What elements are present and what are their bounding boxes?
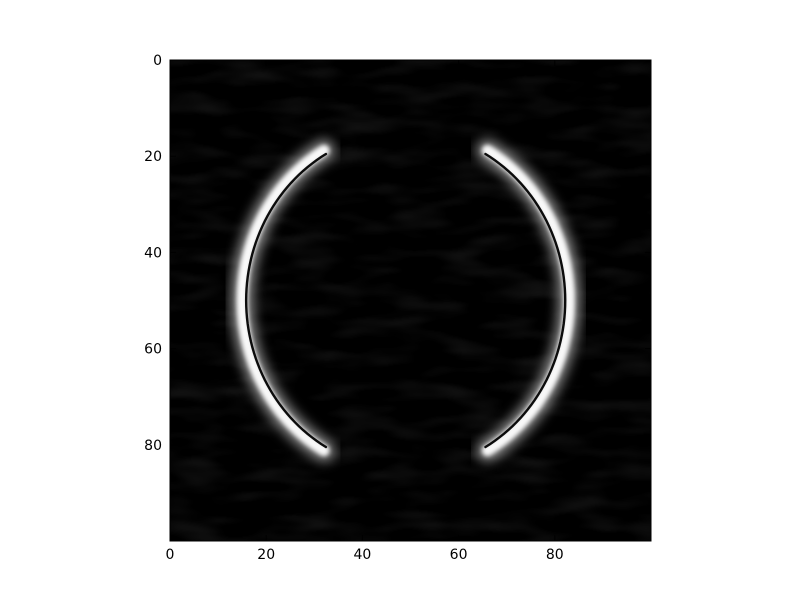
x-tick-label: 60 [450, 547, 468, 563]
x-tick-label: 0 [166, 547, 175, 563]
y-tick-label: 80 [144, 438, 162, 454]
plot-area [170, 60, 651, 541]
y-tick-label: 0 [153, 53, 162, 69]
right-bright-arc-dark-line [484, 152, 567, 449]
axes-frame [169, 59, 652, 542]
left-bright-arc-dark-line [244, 152, 328, 449]
y-tick-label: 60 [144, 342, 162, 358]
right-bright-arc [481, 145, 575, 456]
x-axis: 0 20 40 60 80 [166, 60, 564, 563]
x-tick-label: 80 [546, 547, 564, 563]
y-tick-label: 20 [144, 149, 162, 165]
left-bright-arc [236, 145, 330, 456]
x-tick-label: 20 [257, 547, 275, 563]
x-tick-label: 40 [353, 547, 371, 563]
y-tick-label: 40 [144, 245, 162, 261]
heatmap-rings [231, 139, 581, 462]
y-axis: 0 20 40 60 80 [144, 53, 651, 454]
